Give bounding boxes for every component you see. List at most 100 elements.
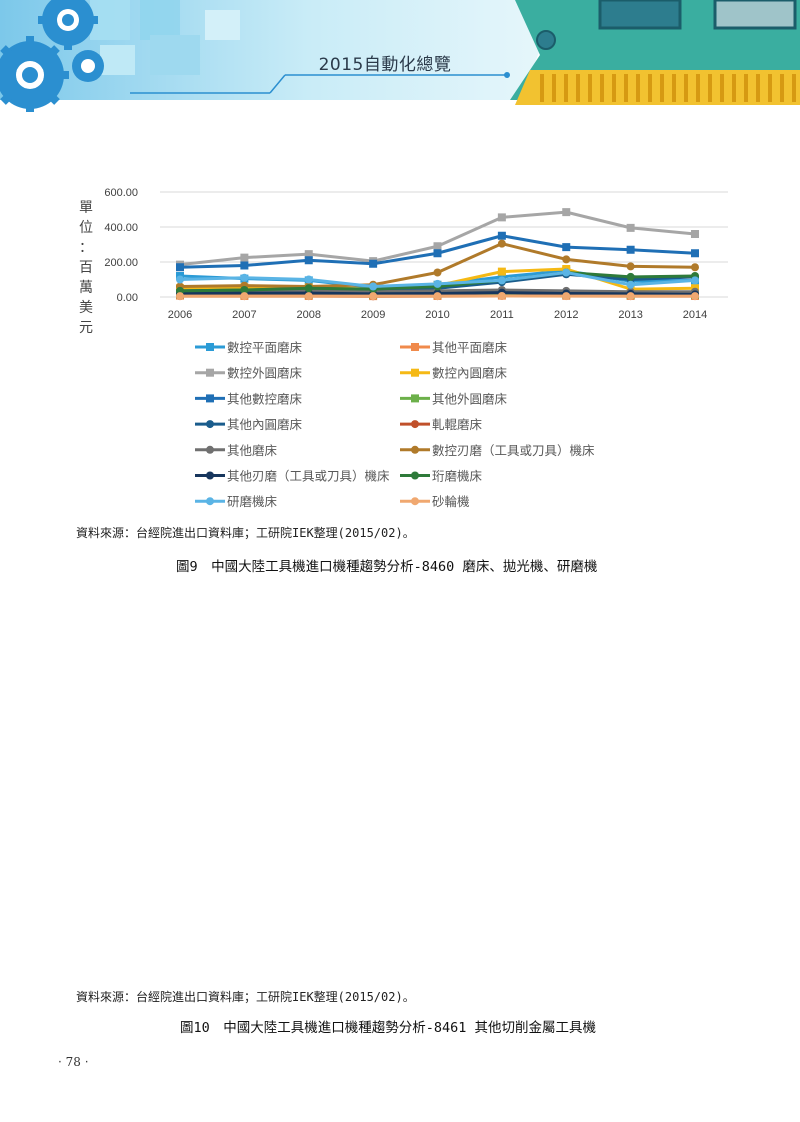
legend-swatch-marker bbox=[411, 471, 419, 480]
figure9-caption: 圖9 中國大陸工具機進口機種趨勢分析-8460 磨床、拋光機、研磨機 bbox=[176, 559, 598, 575]
x-tick-label: 2009 bbox=[361, 309, 385, 321]
data-point bbox=[304, 256, 313, 265]
figure10-caption: 圖10 中國大陸工具機進口機種趨勢分析-8461 其他切削金屬工具機 bbox=[180, 1020, 597, 1036]
x-tick-label: 2012 bbox=[554, 309, 578, 321]
data-point bbox=[562, 208, 571, 217]
y-tick-label: 600.00 bbox=[104, 187, 138, 199]
data-point bbox=[240, 273, 249, 282]
y-tick-label: 400.00 bbox=[104, 222, 138, 234]
data-point bbox=[562, 292, 571, 301]
data-point bbox=[304, 275, 313, 284]
legend-swatch-marker bbox=[411, 420, 419, 429]
x-tick-label: 2014 bbox=[683, 309, 707, 321]
data-point bbox=[304, 292, 313, 301]
data-point bbox=[304, 284, 313, 293]
legend-label: 珩磨機床 bbox=[432, 469, 483, 484]
data-point bbox=[691, 230, 699, 238]
y-unit-char: 單 bbox=[79, 200, 93, 216]
data-point bbox=[176, 292, 184, 301]
data-point bbox=[691, 249, 699, 258]
legend-label: 其他磨床 bbox=[227, 443, 278, 458]
y-unit-char: 美 bbox=[79, 300, 93, 316]
figure9-source: 資料來源：台經院進出口資料庫；工研院IEK整理(2015/02)。 bbox=[76, 526, 415, 540]
legend-label: 其他平面磨床 bbox=[432, 340, 508, 355]
figure10-source: 資料來源：台經院進出口資料庫；工研院IEK整理(2015/02)。 bbox=[76, 990, 415, 1004]
data-point bbox=[497, 291, 506, 300]
legend-label: 數控刃磨（工具或刀具）機床 bbox=[432, 443, 595, 458]
data-point bbox=[626, 245, 635, 254]
legend-label: 其他數控磨床 bbox=[227, 391, 303, 406]
data-point bbox=[304, 250, 313, 259]
legend-label: 其他外圓磨床 bbox=[432, 391, 508, 406]
data-point bbox=[497, 276, 506, 285]
legend-swatch-marker bbox=[411, 497, 419, 506]
legend-swatch-marker bbox=[206, 420, 214, 429]
data-point bbox=[240, 261, 249, 270]
data-point bbox=[369, 259, 378, 268]
legend-label: 軋輥磨床 bbox=[432, 417, 483, 432]
data-point bbox=[691, 276, 699, 285]
data-point bbox=[369, 292, 378, 301]
y-axis-unit-label: 單 位 ： 百 萬 美 元 bbox=[76, 198, 96, 338]
data-point bbox=[562, 255, 571, 264]
running-header-title: 2015自動化總覽 bbox=[318, 55, 452, 75]
header-banner-graphic bbox=[0, 0, 800, 112]
data-point bbox=[626, 280, 635, 289]
legend-label: 砂輪機 bbox=[432, 494, 470, 509]
data-point bbox=[626, 292, 635, 301]
data-point bbox=[497, 213, 506, 222]
legend-swatch-marker bbox=[206, 394, 214, 403]
legend-swatch-marker bbox=[411, 368, 419, 377]
x-tick-label: 2008 bbox=[297, 309, 321, 321]
x-tick-label: 2013 bbox=[618, 309, 642, 321]
data-point bbox=[176, 275, 184, 284]
data-point bbox=[433, 249, 442, 258]
data-point bbox=[691, 292, 699, 301]
legend-swatch-marker bbox=[411, 394, 419, 403]
x-tick-label: 2007 bbox=[232, 309, 256, 321]
data-point bbox=[626, 272, 635, 281]
data-point bbox=[240, 292, 249, 301]
legend-swatch-marker bbox=[206, 497, 214, 506]
y-tick-label: 0.00 bbox=[117, 292, 138, 304]
data-point bbox=[562, 243, 571, 252]
legend-swatch-marker bbox=[206, 445, 214, 454]
y-unit-char: ： bbox=[79, 240, 93, 256]
legend-label: 數控內圓磨床 bbox=[432, 366, 508, 381]
x-tick-label: 2006 bbox=[168, 309, 192, 321]
data-point bbox=[497, 239, 506, 248]
y-unit-char: 百 bbox=[79, 260, 93, 276]
line-chart-svg: 0.00 200.00 400.00 600.00 2006 2007 2008 2009 20… bbox=[104, 187, 728, 509]
data-point bbox=[433, 268, 442, 277]
data-point bbox=[433, 292, 442, 301]
data-point bbox=[562, 268, 571, 277]
legend-label: 研磨機床 bbox=[227, 494, 278, 509]
legend-label: 其他刃磨（工具或刀具）機床 bbox=[227, 469, 390, 484]
legend-swatch-marker bbox=[411, 445, 419, 454]
y-unit-char: 萬 bbox=[79, 280, 93, 296]
data-point bbox=[497, 267, 506, 276]
y-tick-label: 200.00 bbox=[104, 257, 138, 269]
legend-label: 數控外圓磨床 bbox=[227, 366, 303, 381]
data-point bbox=[497, 231, 506, 240]
y-unit-char: 位 bbox=[79, 220, 93, 236]
legend-label: 數控平面磨床 bbox=[227, 340, 303, 355]
data-point bbox=[240, 286, 249, 294]
data-point bbox=[176, 263, 184, 272]
legend-swatch-marker bbox=[206, 368, 214, 377]
x-tick-label: 2010 bbox=[425, 309, 449, 321]
data-point bbox=[626, 262, 635, 271]
figure9-chart: 0.00 200.00 400.00 600.00 2006 2007 2008 2009 20… bbox=[70, 180, 740, 510]
legend-swatch-marker bbox=[411, 343, 419, 351]
data-point bbox=[626, 223, 635, 232]
data-point bbox=[433, 242, 442, 251]
x-tick-label: 2011 bbox=[490, 309, 514, 321]
data-point bbox=[369, 282, 378, 291]
data-point bbox=[240, 253, 249, 262]
data-point bbox=[691, 263, 699, 272]
page-header: 2015自動化總覽 bbox=[0, 0, 800, 112]
page-number: ‧ 78 ‧ bbox=[58, 1055, 89, 1069]
y-unit-char: 元 bbox=[79, 320, 93, 336]
legend-label: 其他內圓磨床 bbox=[227, 417, 303, 432]
data-point bbox=[433, 279, 442, 288]
